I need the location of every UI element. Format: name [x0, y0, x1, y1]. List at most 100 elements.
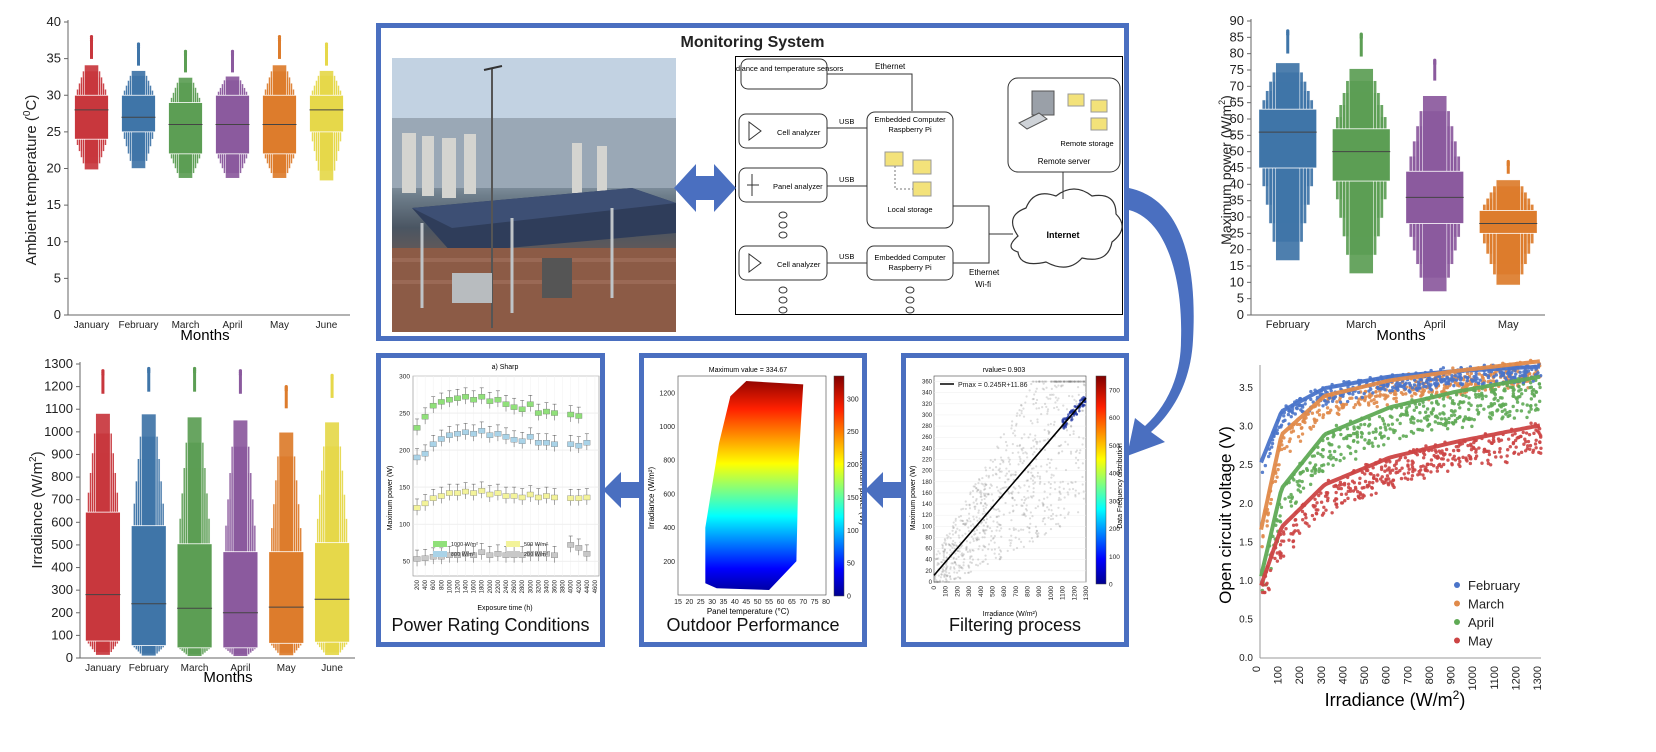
outlier-point	[238, 372, 243, 376]
data-point	[1005, 486, 1008, 489]
x-tick-label: 500	[1359, 666, 1371, 684]
data-point	[1291, 545, 1296, 549]
data-point	[1012, 527, 1015, 530]
data-point	[1312, 417, 1316, 421]
box-body	[583, 551, 591, 557]
data-point	[1394, 392, 1398, 396]
data-point	[1025, 479, 1028, 482]
box-body	[470, 490, 478, 496]
data-point	[1438, 412, 1442, 416]
data-point	[1063, 380, 1066, 383]
data-point	[1062, 404, 1065, 407]
data-point	[1058, 524, 1061, 527]
month-tick-label: February	[118, 320, 158, 331]
data-point	[1419, 378, 1424, 382]
data-point	[1356, 400, 1360, 404]
data-point	[977, 511, 980, 514]
boxen-upper-layer	[178, 77, 193, 104]
data-point	[1264, 583, 1268, 587]
colorbar-tick-label: 50	[847, 561, 855, 568]
data-point	[945, 575, 948, 578]
data-point	[1048, 466, 1051, 469]
data-point	[1004, 481, 1007, 484]
data-point	[1041, 387, 1044, 390]
data-point	[1373, 436, 1378, 441]
y-tick-label: 20	[925, 569, 932, 575]
data-point	[1354, 457, 1358, 461]
outdoor-performance-panel: 200 400 600 800 1000 1200 15 20 25 30 35 40 45 50 55 60…	[639, 353, 867, 647]
data-point	[954, 523, 957, 526]
data-point	[1071, 380, 1074, 383]
data-point	[946, 574, 949, 577]
data-point	[997, 489, 1000, 492]
data-point	[1053, 380, 1056, 383]
data-point	[1016, 412, 1019, 415]
data-point	[1024, 507, 1028, 511]
data-point	[1412, 383, 1417, 387]
data-point	[1053, 406, 1056, 410]
data-point	[1263, 463, 1268, 468]
data-point	[1010, 491, 1013, 495]
y-tick-label: 30	[47, 87, 61, 102]
data-point	[1083, 380, 1086, 383]
data-point	[1410, 462, 1414, 467]
max-power-chart: 051015202530354045505560657075808590Febr…	[1217, 13, 1545, 344]
data-point	[1011, 451, 1014, 455]
data-point	[1059, 513, 1062, 517]
data-point	[1041, 405, 1044, 409]
box-body	[575, 545, 583, 551]
whisker-top	[1433, 60, 1437, 81]
data-point	[984, 502, 987, 505]
data-point	[1321, 415, 1325, 420]
y-tick-label: 0.5	[1239, 614, 1253, 625]
data-point	[983, 485, 986, 488]
data-point	[1038, 447, 1042, 451]
data-point	[1057, 506, 1060, 509]
data-point	[1324, 508, 1328, 512]
boxen-box	[176, 543, 213, 649]
embedded-label-1: Embedded Computer	[874, 115, 946, 124]
boxen-box	[85, 511, 121, 642]
data-point	[984, 466, 987, 469]
data-point	[1074, 495, 1077, 498]
x-tick-label: 1100	[1060, 586, 1067, 600]
outdoor-title: Maximum value = 334.67	[709, 367, 788, 374]
data-point	[1077, 511, 1080, 514]
data-point	[961, 554, 965, 557]
data-point	[1047, 432, 1050, 436]
boxen-lower-layer	[1495, 232, 1521, 286]
data-point	[1301, 469, 1305, 474]
data-point	[1402, 383, 1406, 388]
data-point	[1049, 393, 1052, 396]
raspberry-label-2: Raspberry Pi	[888, 263, 932, 272]
data-point	[1483, 372, 1488, 377]
data-point	[1020, 409, 1023, 412]
data-point	[957, 555, 960, 559]
data-point	[1011, 510, 1015, 513]
data-point	[1263, 590, 1267, 595]
month-tick-label: May	[1498, 319, 1519, 331]
data-point	[1537, 430, 1541, 435]
x-tick-label: 600	[431, 579, 437, 590]
data-point	[1336, 486, 1341, 491]
data-point	[980, 521, 984, 524]
data-point	[1427, 390, 1431, 394]
data-point	[1017, 529, 1020, 532]
data-point	[1079, 380, 1082, 383]
data-point	[982, 560, 985, 563]
data-point	[1279, 425, 1283, 429]
data-point	[981, 560, 984, 563]
data-point	[1470, 424, 1474, 429]
data-point	[1069, 380, 1072, 383]
data-point	[1079, 380, 1083, 383]
data-point	[1032, 380, 1035, 383]
data-point	[1365, 485, 1370, 489]
data-point	[1024, 451, 1027, 454]
data-point	[974, 563, 978, 567]
data-point	[1330, 511, 1334, 515]
data-point	[1394, 383, 1398, 387]
data-point	[984, 482, 987, 485]
data-point	[1499, 405, 1504, 409]
legend-label: 200 W/m²	[524, 552, 548, 558]
data-point	[971, 495, 975, 499]
